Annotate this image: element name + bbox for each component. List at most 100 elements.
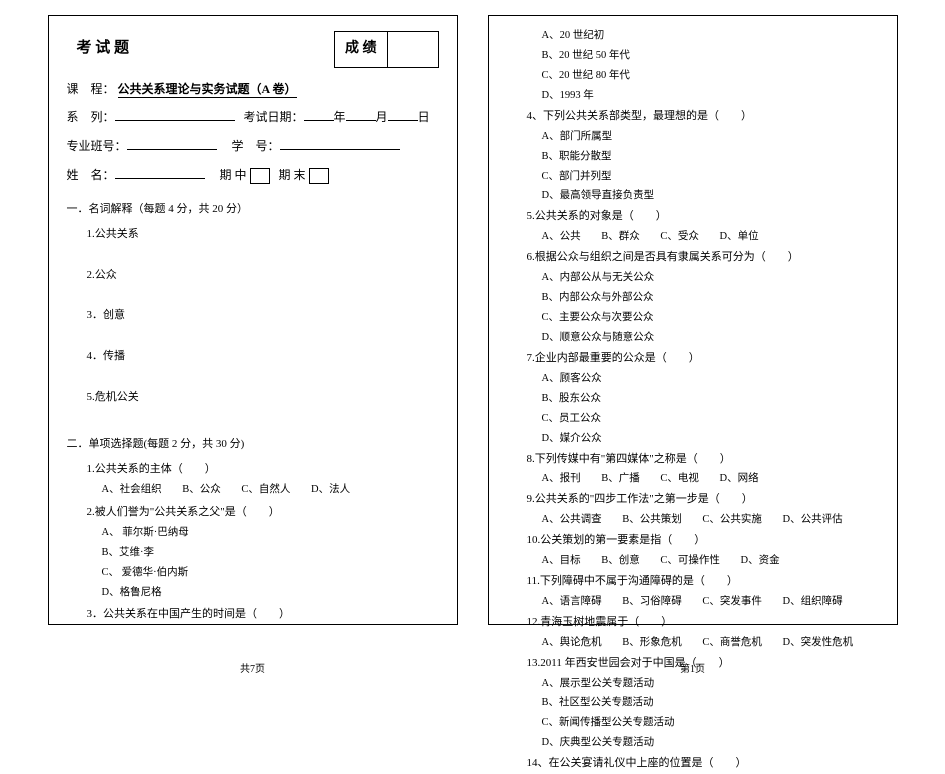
q2-c: C、 爱德华·伯内斯 xyxy=(102,563,252,583)
q3-d: D、1993 年 xyxy=(542,86,692,106)
s1-item3: 3．创意 xyxy=(87,305,439,326)
header-row: 考 试 题 成 绩 xyxy=(67,26,439,68)
exam-title: 考 试 题 xyxy=(77,34,130,63)
q12-opts: A、舆论危机 B、形象危机 C、商誉危机 D、突发性危机 xyxy=(542,633,879,653)
q11-c: C、突发事件 xyxy=(702,592,762,612)
q13-b: B、社区型公关专题活动 xyxy=(542,693,692,713)
q10-d: D、资金 xyxy=(741,551,780,571)
q1-a: A、社会组织 xyxy=(102,480,162,500)
s1-item2: 2.公众 xyxy=(87,265,439,286)
q9-b: B、公共策划 xyxy=(622,510,682,530)
q7-c: C、员工公众 xyxy=(542,409,692,429)
q2-d: D、格鲁尼格 xyxy=(102,583,252,603)
s1-item1: 1.公共关系 xyxy=(87,224,439,245)
q10-text: 10.公关策划的第一要素是指（ ） xyxy=(527,530,879,551)
q3-opts-r2: C、20 世纪 80 年代 D、1993 年 xyxy=(542,66,879,106)
q8-text: 8.下列传媒中有"第四媒体"之称是（ ） xyxy=(527,449,879,470)
q7-opts-r2: C、员工公众 D、媒介公众 xyxy=(542,409,879,449)
spacer xyxy=(67,367,439,385)
q2-options-r1: A、 菲尔斯·巴纳母 B、艾维·李 xyxy=(102,523,439,563)
s1-item4: 4．传播 xyxy=(87,346,439,367)
q13-a: A、展示型公关专题活动 xyxy=(542,674,692,694)
q8-c: C、电视 xyxy=(660,469,699,489)
name-label: 姓 名： xyxy=(67,168,115,182)
midterm-checkbox xyxy=(250,168,270,184)
exam-date-label: 考试日期： xyxy=(244,110,304,124)
q9-a: A、公共调查 xyxy=(542,510,602,530)
q1-c: C、自然人 xyxy=(241,480,290,500)
q6-opts-r1: A、内部公从与无关公众 B、内部公众与外部公众 xyxy=(542,268,879,308)
score-value xyxy=(388,32,438,67)
q13-opts-r1: A、展示型公关专题活动 B、社区型公关专题活动 xyxy=(542,674,879,714)
final-label: 期 末 xyxy=(279,168,306,182)
major-blank xyxy=(127,135,217,150)
spacer xyxy=(67,285,439,303)
q6-a: A、内部公从与无关公众 xyxy=(542,268,692,288)
day-blank xyxy=(388,106,418,121)
q5-d: D、单位 xyxy=(720,227,759,247)
q9-d: D、公共评估 xyxy=(783,510,843,530)
spacer xyxy=(67,326,439,344)
section1-title: 一．名词解释（每题 4 分，共 20 分） xyxy=(67,199,439,220)
q5-opts: A、公共 B、群众 C、受众 D、单位 xyxy=(542,227,879,247)
midterm-label: 期 中 xyxy=(220,168,247,182)
page-container: 考 试 题 成 绩 课 程： 公共关系理论与实务试题（A 卷） 系 列： 考试日… xyxy=(0,0,945,630)
q11-a: A、语言障碍 xyxy=(542,592,602,612)
course-value: 公共关系理论与实务试题（A 卷） xyxy=(118,82,297,98)
q4-d: D、最高领导直接负责型 xyxy=(542,186,692,206)
final-checkbox xyxy=(309,168,329,184)
q1-b: B、公众 xyxy=(182,480,221,500)
q1-text: 1.公共关系的主体（ ） xyxy=(87,459,439,480)
series-label: 系 列： xyxy=(67,110,115,124)
q9-c: C、公共实施 xyxy=(702,510,762,530)
q9-text: 9.公共关系的"四步工作法"之第一步是（ ） xyxy=(527,489,879,510)
q12-c: C、商誉危机 xyxy=(702,633,762,653)
major-label: 专业班号： xyxy=(67,139,127,153)
series-blank xyxy=(115,106,235,121)
studentno-label: 学 号： xyxy=(232,139,280,153)
q7-text: 7.企业内部最重要的公众是（ ） xyxy=(527,348,879,369)
q2-b: B、艾维·李 xyxy=(102,543,252,563)
course-label: 课 程： xyxy=(67,82,115,96)
course-line: 课 程： 公共关系理论与实务试题（A 卷） xyxy=(67,78,439,101)
q1-d: D、法人 xyxy=(311,480,350,500)
q4-b: B、职能分散型 xyxy=(542,147,692,167)
q3-c: C、20 世纪 80 年代 xyxy=(542,66,692,86)
q4-opts-r2: C、部门并列型 D、最高领导直接负责型 xyxy=(542,167,879,207)
q11-d: D、组织障碍 xyxy=(783,592,843,612)
q11-b: B、习俗障碍 xyxy=(622,592,682,612)
q7-opts-r1: A、顾客公众 B、股东公众 xyxy=(542,369,879,409)
q7-a: A、顾客公众 xyxy=(542,369,692,389)
q6-d: D、顺意公众与随意公众 xyxy=(542,328,692,348)
q7-d: D、媒介公众 xyxy=(542,429,692,449)
day-label: 日 xyxy=(418,110,430,124)
q4-opts-r1: A、部门所属型 B、职能分散型 xyxy=(542,127,879,167)
q8-d: D、网络 xyxy=(720,469,759,489)
q10-a: A、目标 xyxy=(542,551,581,571)
q11-opts: A、语言障碍 B、习俗障碍 C、突发事件 D、组织障碍 xyxy=(542,592,879,612)
q4-c: C、部门并列型 xyxy=(542,167,692,187)
q6-b: B、内部公众与外部公众 xyxy=(542,288,692,308)
q5-c: C、受众 xyxy=(660,227,699,247)
q3-a: A、20 世纪初 xyxy=(542,26,692,46)
section2-title: 二．单项选择题(每题 2 分，共 30 分) xyxy=(67,434,439,455)
studentno-blank xyxy=(280,135,400,150)
major-line: 专业班号： 学 号： xyxy=(67,135,439,158)
q8-b: B、广播 xyxy=(601,469,640,489)
q5-text: 5.公共关系的对象是（ ） xyxy=(527,206,879,227)
right-page: A、20 世纪初 B、20 世纪 50 年代 C、20 世纪 80 年代 D、1… xyxy=(488,15,898,625)
q12-a: A、舆论危机 xyxy=(542,633,602,653)
q12-b: B、形象危机 xyxy=(622,633,682,653)
q2-text: 2.被人们誉为"公共关系之父"是（ ） xyxy=(87,502,439,523)
q6-text: 6.根据公众与组织之间是否具有隶属关系可分为（ ） xyxy=(527,247,879,268)
q6-c: C、主要公众与次要公众 xyxy=(542,308,692,328)
name-line: 姓 名： 期 中 期 末 xyxy=(67,164,439,187)
q10-c: C、可操作性 xyxy=(660,551,720,571)
score-label: 成 绩 xyxy=(335,32,388,67)
q13-c: C、新闻传播型公关专题活动 xyxy=(542,713,692,733)
s1-item5: 5.危机公关 xyxy=(87,387,439,408)
spacer xyxy=(67,245,439,263)
q2-options-r2: C、 爱德华·伯内斯 D、格鲁尼格 xyxy=(102,563,439,603)
q5-a: A、公共 xyxy=(542,227,581,247)
q13-opts-r2: C、新闻传播型公关专题活动 D、庆典型公关专题活动 xyxy=(542,713,879,753)
